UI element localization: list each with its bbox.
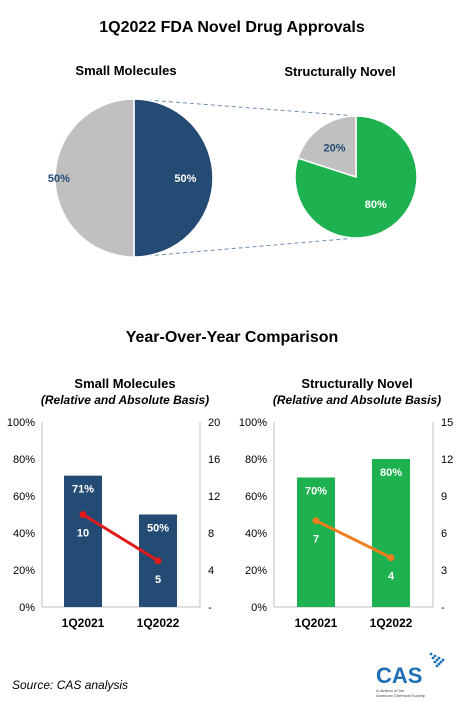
bar-2-bar-label: 80%	[380, 467, 402, 479]
bar-2-y-tick: 100%	[239, 417, 267, 429]
bar-1-category-label: 1Q2022	[137, 616, 180, 630]
bar-2-y2-tick: -	[441, 602, 445, 614]
cas-logo-mark	[429, 652, 445, 668]
bar-2-line-point	[312, 517, 320, 525]
bar-1-y2-tick: 16	[208, 454, 220, 466]
pie-1-slice-gray-label: 50%	[48, 173, 70, 185]
cas-logo-dot	[439, 660, 443, 664]
pie-2-slice-gray-label: 20%	[323, 142, 345, 154]
cas-logo: CAS A division of the American Chemical …	[376, 652, 445, 698]
bar-2-y2-tick: 9	[441, 491, 447, 503]
pie-2-slice-green-label: 80%	[365, 199, 387, 211]
bar-1-subtitle: (Relative and Absolute Basis)	[41, 393, 209, 407]
cas-logo-dot	[441, 658, 445, 662]
bar-1-bar-label: 50%	[147, 523, 169, 535]
cas-logo-dot	[437, 662, 441, 666]
cas-logo-dot	[431, 656, 435, 660]
pie-2-title: Structurally Novel	[284, 64, 395, 79]
bar-1-y2-tick: 12	[208, 491, 220, 503]
bar-2-y2-tick: 12	[441, 454, 453, 466]
bar-1-y-tick: 80%	[13, 454, 35, 466]
bar-1-line-label: 10	[77, 528, 89, 540]
pie-area: 50% 50% 80% 20%	[48, 98, 418, 258]
bar-1-title: Small Molecules	[74, 376, 175, 391]
bar-2-trend-line	[315, 519, 392, 560]
bar-1-y-tick: 20%	[13, 565, 35, 577]
bar-1-bar-label: 71%	[72, 484, 94, 496]
bar-1-y-tick: 100%	[7, 417, 35, 429]
bar-2-category-label: 1Q2021	[295, 616, 338, 630]
bar-1-y2-tick: -	[208, 602, 212, 614]
bar-1-line-label: 5	[155, 574, 161, 586]
page-title: 1Q2022 FDA Novel Drug Approvals	[99, 19, 365, 36]
bar-1-y2-tick: 20	[208, 417, 220, 429]
bar-1-line-point	[154, 557, 162, 565]
cas-logo-tagline-1: A division of the	[376, 688, 405, 693]
bar-area: 0%20%40%60%80%100%-4812162071%1Q202150%1…	[7, 417, 453, 630]
cas-logo-dot	[433, 660, 437, 664]
bar-2-y-tick: 60%	[245, 491, 267, 503]
pie-1-slice-navy-label: 50%	[174, 173, 196, 185]
cas-logo-dot	[435, 664, 439, 668]
bar-2-bar-label: 70%	[305, 486, 327, 498]
bar-2-bar	[297, 477, 335, 607]
bar-2-category-label: 1Q2022	[370, 616, 413, 630]
bar-2-y2-tick: 15	[441, 417, 453, 429]
bar-2-line-label: 4	[388, 571, 395, 583]
cas-logo-tagline-2: American Chemical Society	[376, 693, 425, 698]
bar-1-y2-tick: 4	[208, 565, 214, 577]
bar-1-bar	[64, 475, 102, 607]
cas-logo-dot	[437, 656, 441, 660]
bar-2-y-tick: 0%	[251, 602, 267, 614]
bar-2-subtitle: (Relative and Absolute Basis)	[273, 393, 441, 407]
bar-2-bar	[372, 459, 410, 607]
cas-logo-dot	[435, 658, 439, 662]
bar-2-y2-tick: 3	[441, 565, 447, 577]
pie-2-slice-gray	[297, 115, 357, 179]
source-note: Source: CAS analysis	[12, 678, 128, 692]
cas-logo-dot	[433, 654, 437, 658]
pie-1-slice-navy	[133, 98, 214, 258]
bar-1-line-point	[79, 511, 87, 518]
bar-1-category-label: 1Q2021	[62, 616, 105, 630]
pie-connector-bottom	[133, 237, 357, 258]
bar-1-y2-tick: 8	[208, 528, 214, 540]
bar-1-y-tick: 0%	[19, 602, 35, 614]
bar-2-y-tick: 20%	[245, 565, 267, 577]
bar-2-line-point	[387, 554, 395, 562]
pie-connector-top	[133, 98, 357, 117]
bar-2-y-tick: 80%	[245, 454, 267, 466]
pie-1-slice-gray	[54, 98, 135, 258]
bar-2-line-label: 7	[313, 534, 319, 546]
bar-2-y-tick: 40%	[245, 528, 267, 540]
cas-logo-text: CAS	[376, 663, 422, 688]
bar-2-y2-tick: 6	[441, 528, 447, 540]
bar-2-title: Structurally Novel	[301, 376, 412, 391]
bar-1-trend-line	[82, 513, 159, 563]
bar-1-y-tick: 60%	[13, 491, 35, 503]
cas-logo-dot	[429, 652, 433, 656]
pie-1-title: Small Molecules	[75, 63, 176, 78]
section-title: Year-Over-Year Comparison	[126, 329, 339, 346]
bar-1-y-tick: 40%	[13, 528, 35, 540]
